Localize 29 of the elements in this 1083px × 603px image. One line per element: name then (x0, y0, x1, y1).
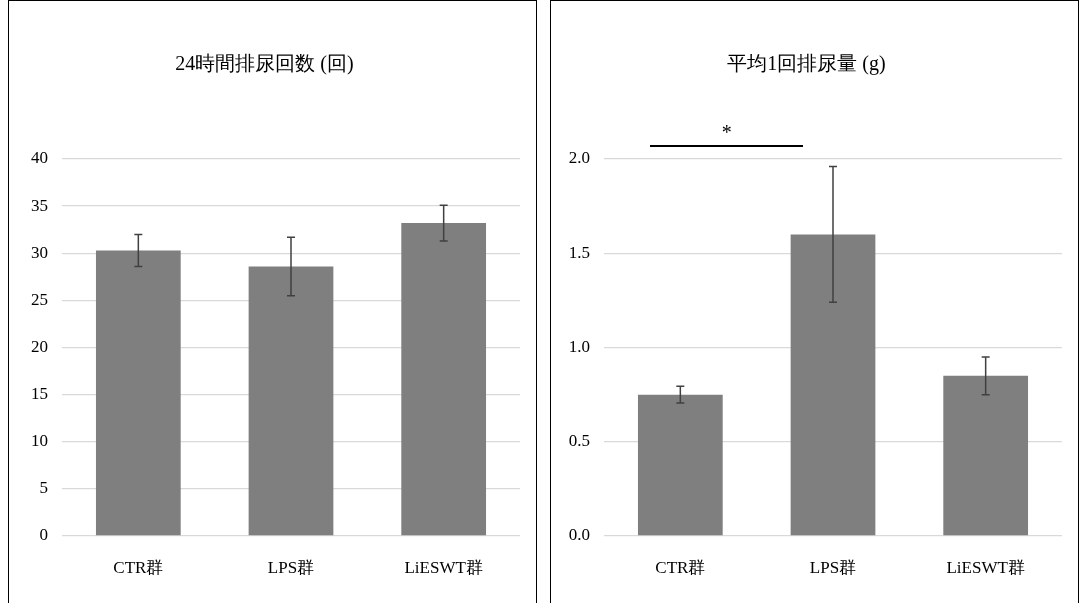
y-tick-label: 15 (31, 384, 48, 404)
bar (943, 375, 1029, 536)
y-tick-label: 0.0 (568, 525, 590, 545)
bar (401, 223, 487, 536)
y-tick-label: 40 (31, 148, 48, 168)
chart-title: 24時間排尿回数 (回) (175, 52, 354, 76)
y-tick-label: 1.0 (568, 336, 590, 356)
x-tick-label: CTR群 (113, 557, 164, 577)
text: * (721, 121, 732, 144)
x-tick-label: LPS群 (267, 557, 315, 577)
y-tick-label: 20 (31, 336, 48, 356)
bar (95, 250, 181, 536)
x-tick-label: CTR群 (655, 557, 706, 577)
bar (790, 234, 876, 536)
y-tick-label: 35 (31, 195, 48, 215)
x-tick-label: LPS群 (809, 557, 857, 577)
chart-title: 平均1回排尿量 (g) (727, 52, 886, 76)
y-tick-label: 0 (39, 525, 48, 545)
x-tick-label: LiESWT群 (404, 557, 483, 577)
y-tick-label: 5 (39, 478, 48, 498)
bar (637, 394, 723, 536)
x-tick-label: LiESWT群 (946, 557, 1025, 577)
y-tick-label: 25 (31, 289, 48, 309)
y-tick-label: 30 (31, 242, 48, 262)
y-tick-label: 2.0 (568, 148, 590, 168)
bar (248, 266, 334, 536)
y-tick-label: 10 (31, 431, 48, 451)
y-tick-label: 1.5 (568, 242, 590, 262)
y-tick-label: 0.5 (568, 431, 590, 451)
